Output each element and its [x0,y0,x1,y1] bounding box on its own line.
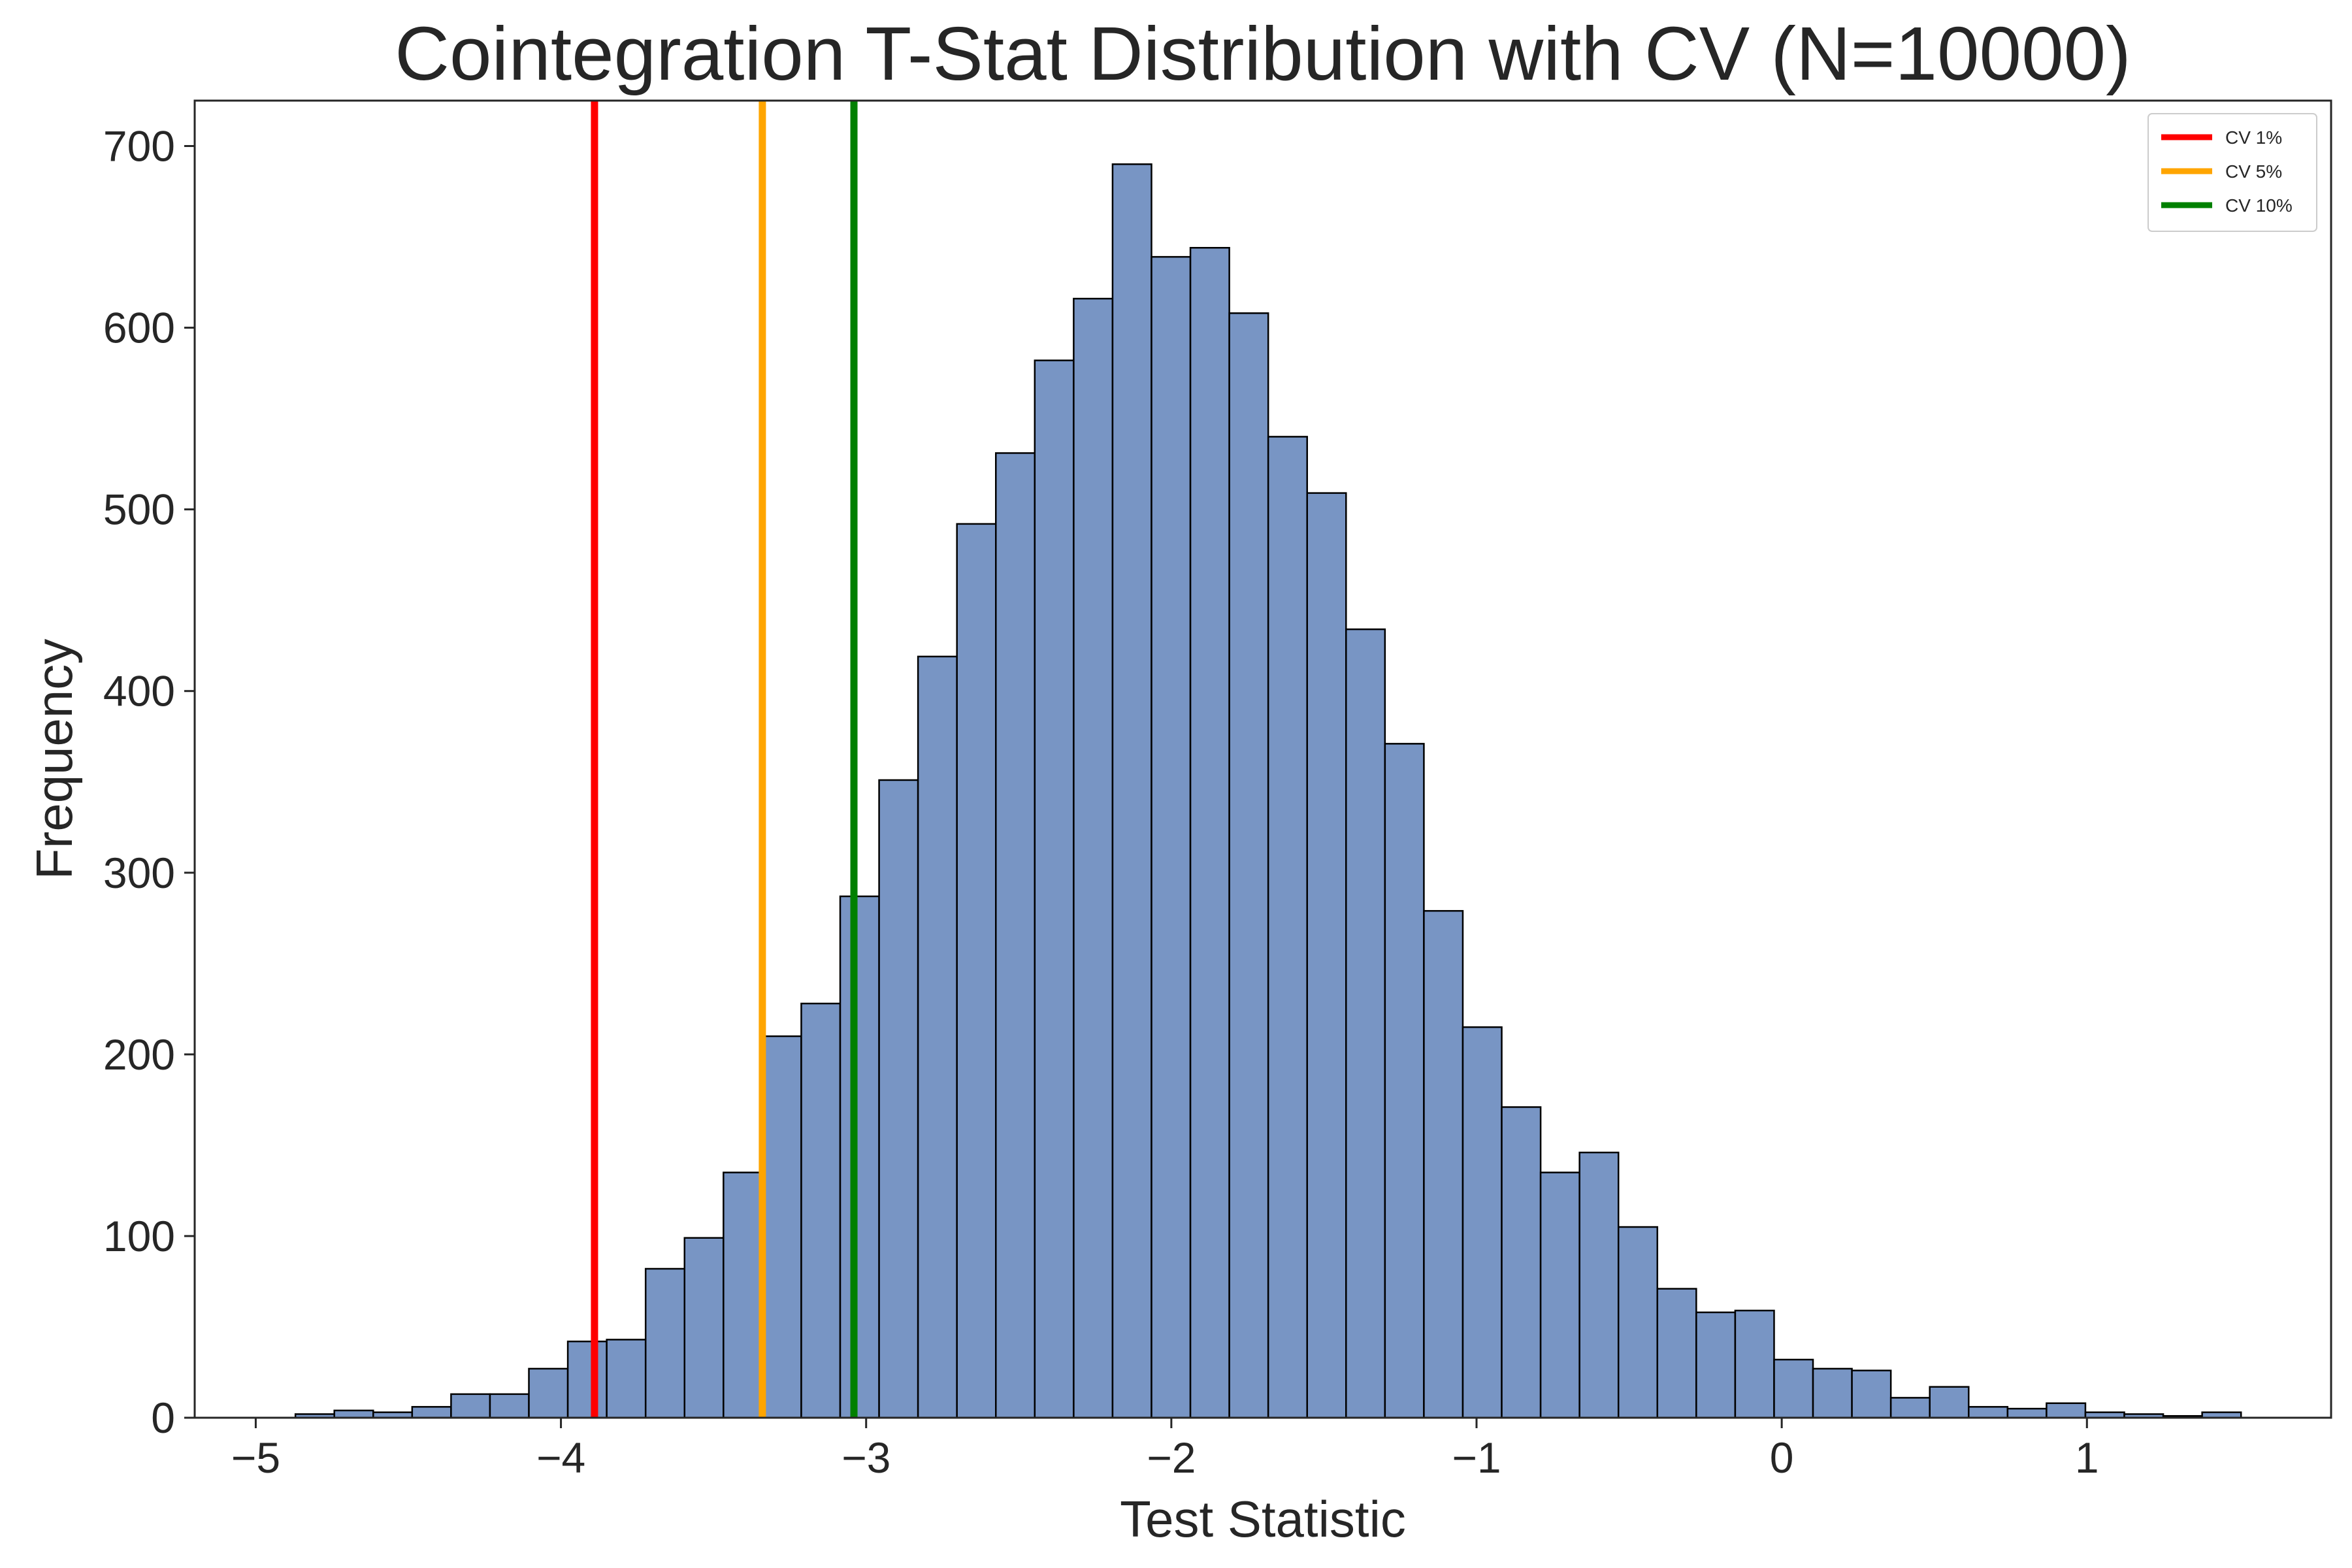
histogram-bar [1617,1226,1659,1419]
x-tick-label: −3 [841,1433,890,1482]
histogram-bar [761,1035,802,1419]
histogram-bar [1151,255,1192,1419]
histogram-bar [489,1393,530,1419]
x-axis-label: Test Statistic [1120,1490,1406,1548]
y-tick-label: 200 [103,1030,175,1079]
histogram-bar [1384,743,1425,1419]
y-tick-label: 400 [103,667,175,715]
histogram-bar [450,1393,491,1419]
histogram-bar [1111,163,1152,1419]
histogram-bar [1267,436,1308,1419]
legend-label: CV 10% [2225,195,2293,216]
histogram-bar [606,1339,647,1419]
legend-label: CV 1% [2225,127,2282,148]
histogram-bar [723,1171,764,1419]
histogram-bar [800,1002,841,1419]
y-tick-label: 700 [103,122,175,171]
x-tick-label: 0 [1770,1433,1794,1482]
histogram-bar [1734,1309,1775,1419]
y-tick-label: 0 [151,1394,175,1442]
x-axis-ticks: −5 −4 −3 −2 −1 0 1 [231,1418,2099,1482]
histogram-bar [2006,1407,2048,1419]
histogram-bar [644,1267,686,1419]
y-tick-label: 500 [103,485,175,534]
y-tick-label: 300 [103,849,175,897]
legend-items: CV 1% CV 5% CV 10% [2161,127,2293,216]
plot-frame [193,99,2332,1419]
x-tick-label: −2 [1147,1433,1196,1482]
histogram-bar [1695,1311,1737,1419]
histogram-bar [1968,1406,2009,1419]
histogram-bar [1462,1026,1503,1419]
histogram-bar [1073,297,1114,1419]
histogram-bar [839,895,880,1419]
x-tick-label: −5 [231,1433,280,1482]
histogram-bar [1034,359,1075,1419]
histogram-bar [1189,246,1230,1419]
y-axis-label: Frequency [25,639,83,880]
histogram-bar [333,1409,374,1419]
critical-value-lines [591,101,858,1418]
x-tick-label: −4 [536,1433,585,1482]
y-tick-label: 600 [103,304,175,352]
histogram-bar [1812,1367,1853,1419]
histogram-bar [1773,1358,1814,1419]
x-tick-label: 1 [2075,1433,2099,1482]
histogram-bar [566,1340,608,1419]
histogram-bar [411,1406,452,1419]
histogram-bar [1423,909,1464,1419]
x-tick-label: −1 [1452,1433,1501,1482]
histogram-bar [1889,1397,1931,1419]
histogram-bar [1929,1386,1970,1419]
legend-box [2148,113,2317,232]
histogram-bar [1578,1151,1620,1419]
chart-title: Cointegration T-Stat Distribution with C… [395,11,2131,96]
histogram-bars [294,163,2242,1419]
histogram-bar [1539,1171,1580,1419]
histogram-bar [1228,312,1269,1419]
legend-label: CV 5% [2225,161,2282,182]
histogram-bar [1656,1288,1697,1419]
histogram-bar [878,779,919,1419]
histogram-bar [1345,628,1386,1419]
histogram-bar [683,1237,725,1419]
histogram-bar [528,1367,569,1419]
y-axis-ticks: 0 100 200 300 400 500 600 700 [103,122,195,1442]
histogram-bar [995,452,1036,1419]
histogram-bar [2046,1402,2087,1419]
histogram-bar [1851,1369,1892,1419]
histogram-bar [917,655,958,1419]
histogram-bar [956,523,997,1419]
legend: CV 1% CV 5% CV 10% [2148,113,2317,232]
y-tick-label: 100 [103,1212,175,1260]
histogram-bar [1306,492,1347,1419]
histogram-bar [1501,1106,1542,1419]
